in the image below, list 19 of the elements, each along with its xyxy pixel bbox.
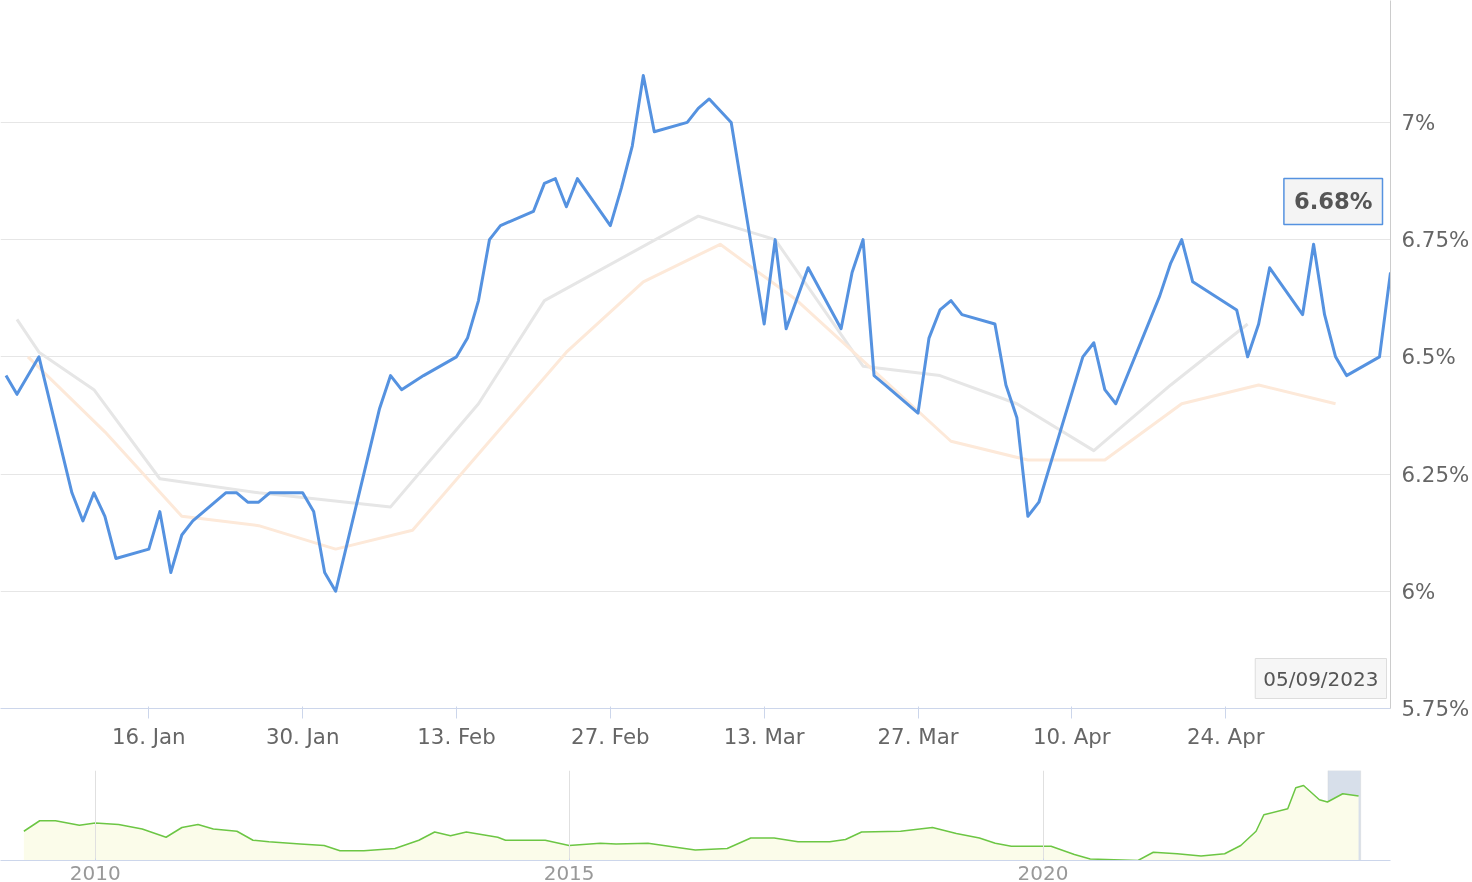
x-tick-label: 10. Apr [1033, 723, 1111, 749]
y-tick-label: 7% [1401, 109, 1436, 135]
annotation: 6.68% [1293, 188, 1373, 215]
x-tick-label: 27. Mar [877, 723, 959, 749]
x-tick-label: 2015 [543, 860, 595, 882]
x-tick-label: 24. Apr [1186, 723, 1265, 749]
y-tick-label: 5.75% [1401, 696, 1470, 721]
y-tick-label: 6% [1401, 578, 1436, 604]
y-tick-label: 6.75% [1401, 227, 1470, 253]
x-tick-label: 2020 [1017, 860, 1069, 882]
x-tick-label: 30. Jan [265, 723, 340, 749]
annotation: 05/09/2023 [1263, 666, 1379, 691]
y-tick-label: 6.5% [1401, 344, 1456, 370]
x-tick-label: 27. Feb [571, 723, 650, 749]
x-tick-label: 13. Feb [417, 723, 496, 749]
x-tick-label: 13. Mar [723, 723, 805, 749]
x-tick-label: 16. Jan [112, 723, 186, 749]
y-tick-label: 6.25% [1401, 461, 1470, 487]
x-tick-label: 2010 [69, 860, 121, 882]
